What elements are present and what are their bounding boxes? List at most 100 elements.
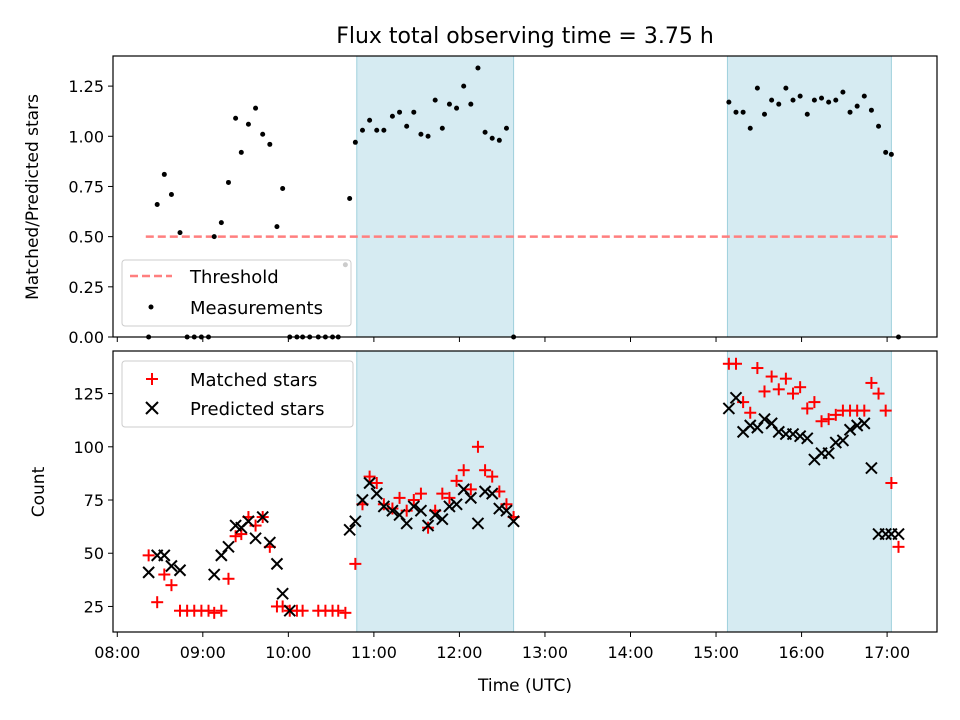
measurement-point <box>374 127 380 133</box>
predicted-star-point <box>858 417 871 430</box>
measurement-point <box>432 97 438 103</box>
matched-star-point <box>471 440 484 453</box>
predicted-star-point <box>142 566 155 579</box>
predicted-star-point <box>478 485 492 498</box>
predicted-star-point <box>850 419 864 432</box>
predicted-star-point <box>843 423 857 436</box>
matched-star-point <box>464 483 477 496</box>
predicted-star-point <box>892 527 905 541</box>
matched-star-point <box>794 381 807 394</box>
measurement-point <box>783 85 789 91</box>
predicted-star-point <box>758 412 771 426</box>
measurement-point <box>280 185 286 191</box>
predicted-star-point <box>349 515 362 528</box>
predicted-star-point <box>165 559 178 573</box>
predicted-star-point <box>865 461 878 475</box>
predicted-star-point <box>829 436 842 449</box>
legend-threshold-label: Threshold <box>189 267 279 288</box>
matched-star-point <box>377 498 390 511</box>
matched-star-point <box>202 604 215 617</box>
predicted-star-point <box>173 564 187 577</box>
predicted-star-point <box>276 587 289 600</box>
x-tick-label: 12:00 <box>436 643 482 662</box>
matched-star-point <box>407 494 420 507</box>
predicted-star-point <box>500 504 513 517</box>
measurement-point <box>475 65 481 71</box>
y-tick-label: 0.25 <box>68 278 104 297</box>
y-tick-label: 0.75 <box>68 177 104 196</box>
y-tick-label: 50 <box>84 544 104 563</box>
legend-matched-label: Matched stars <box>190 370 317 391</box>
matched-star-point <box>879 404 892 417</box>
matched-star-point <box>386 502 399 515</box>
matched-star-point <box>208 606 221 619</box>
x-tick-label: 17:00 <box>864 643 910 662</box>
measurement-point <box>797 93 803 99</box>
measurement-point <box>868 107 874 113</box>
measurement-point <box>854 103 860 109</box>
matched-star-point <box>165 579 178 592</box>
predicted-star-point <box>464 491 478 505</box>
predicted-star-point <box>421 519 435 532</box>
predicted-star-point <box>822 446 835 460</box>
matched-star-point <box>872 387 885 400</box>
matched-star-point <box>142 549 155 562</box>
predicted-star-point <box>400 517 413 530</box>
matched-star-point <box>858 404 871 417</box>
y-tick-label: 75 <box>84 491 104 510</box>
predicted-star-point <box>786 427 800 441</box>
x-tick-label: 14:00 <box>607 643 653 662</box>
predicted-star-point <box>493 502 506 515</box>
measurement-point <box>503 125 509 131</box>
measurement-point <box>245 121 251 127</box>
predicted-star-point <box>879 527 892 541</box>
matched-star-point <box>885 476 898 489</box>
legend-predicted-marker <box>145 401 159 415</box>
bottom-plot-frame <box>112 350 938 633</box>
top-legend: Threshold Measurements <box>121 259 352 327</box>
measurement-point <box>274 224 280 230</box>
predicted-star-point <box>836 434 850 447</box>
legend-measurements-label: Measurements <box>190 298 323 319</box>
legend-matched-marker <box>146 373 158 385</box>
predicted-star-point <box>443 500 456 513</box>
matched-star-point <box>808 396 821 409</box>
predicted-star-point <box>407 500 421 513</box>
matched-star-point <box>393 491 406 504</box>
measurement-point <box>211 234 217 240</box>
matched-star-point <box>422 521 435 534</box>
matched-star-point <box>744 406 757 419</box>
top-legend-box <box>121 259 352 327</box>
matched-star-point <box>822 413 835 426</box>
predicted-star-point <box>801 432 814 445</box>
matched-star-point <box>443 491 456 504</box>
matched-star-point <box>457 464 470 477</box>
legend-predicted-label: Predicted stars <box>190 399 324 420</box>
matched-star-point <box>779 372 792 385</box>
measurement-point <box>225 179 231 185</box>
predicted-star-point <box>270 557 284 571</box>
predicted-star-point <box>729 391 743 405</box>
measurement-point <box>425 133 431 139</box>
matched-star-point <box>865 376 878 389</box>
matched-star-point <box>758 385 771 398</box>
matched-star-point <box>215 604 228 617</box>
measurement-point <box>404 123 410 129</box>
predicted-star-point <box>414 504 428 517</box>
measurement-point <box>876 123 882 129</box>
top-plot-frame <box>112 55 938 338</box>
measurement-point <box>454 105 460 111</box>
predicted-star-point <box>793 429 807 443</box>
matched-star-point <box>729 357 742 370</box>
matched-star-point <box>158 568 171 581</box>
matched-star-point <box>370 476 383 489</box>
measurement-point <box>804 111 810 117</box>
x-tick-label: 08:00 <box>94 643 140 662</box>
measurement-point <box>811 97 817 103</box>
measurement-point <box>747 125 753 131</box>
measurement-point <box>446 101 452 107</box>
measurement-point <box>267 141 273 147</box>
predicted-star-point <box>356 493 369 507</box>
y-tick-label: 100 <box>73 438 104 457</box>
predicted-star-point <box>158 549 171 562</box>
